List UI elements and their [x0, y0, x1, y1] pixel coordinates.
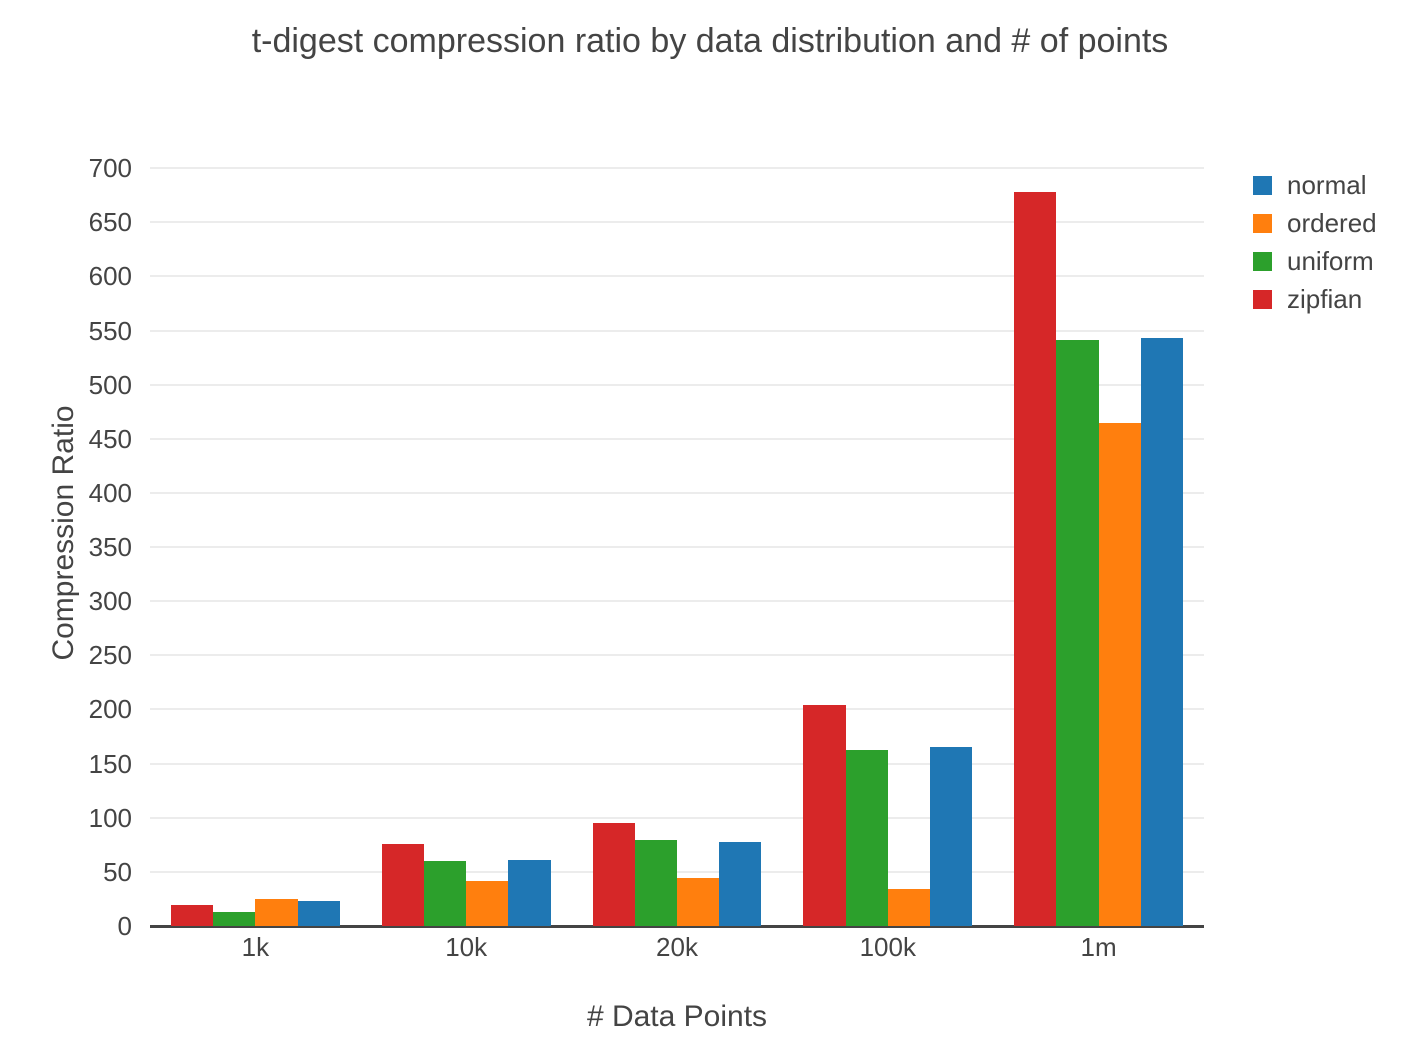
- bar-normal-1m[interactable]: [1140, 338, 1183, 926]
- x-tick-label: 1k: [241, 932, 270, 962]
- legend-swatch: [1253, 213, 1272, 233]
- legend-item-ordered[interactable]: ordered: [1253, 204, 1377, 242]
- legend-label: normal: [1287, 169, 1367, 200]
- gridline: [150, 546, 1204, 549]
- bar-zipfian-1m[interactable]: [1014, 191, 1057, 926]
- y-tick-label: 300: [88, 586, 132, 617]
- bar-zipfian-20k[interactable]: [592, 823, 635, 926]
- legend-item-zipfian[interactable]: zipfian: [1253, 280, 1377, 318]
- gridline: [150, 275, 1204, 278]
- bar-normal-100k[interactable]: [929, 747, 973, 926]
- bar-uniform-1m[interactable]: [1056, 340, 1099, 926]
- bar-zipfian-1k[interactable]: [171, 905, 214, 926]
- y-tick-label: 600: [88, 261, 132, 292]
- bar-uniform-10k[interactable]: [424, 861, 467, 926]
- bar-uniform-1k[interactable]: [213, 911, 256, 926]
- y-axis-tick-labels: 0 50 100 150 200 250 300 350 400 450 500 550 600 650 7…: [0, 140, 140, 941]
- chart-title: t-digest compression ratio by data distr…: [251, 22, 1169, 60]
- gridline: [150, 221, 1204, 224]
- x-tick-label: 10k: [445, 932, 488, 962]
- bar-normal-1k[interactable]: [297, 901, 340, 926]
- legend: normal ordered uniform zipfian: [1253, 166, 1377, 318]
- y-tick-label: 200: [88, 694, 132, 725]
- x-tick-label: 1m: [1080, 932, 1117, 962]
- x-axis-line: [150, 925, 1204, 928]
- gridline: [150, 437, 1204, 440]
- bar-ordered-20k[interactable]: [676, 878, 720, 926]
- x-tick-label: 20k: [656, 932, 698, 962]
- legend-swatch: [1253, 251, 1272, 271]
- y-tick-label: 500: [88, 369, 132, 400]
- gridline: [150, 329, 1204, 332]
- bar-group-1k: [150, 140, 361, 926]
- bar-cluster: [1014, 140, 1183, 926]
- bar-ordered-10k[interactable]: [466, 880, 509, 926]
- bar-normal-20k[interactable]: [719, 841, 762, 926]
- x-tick-label: 100k: [859, 932, 916, 962]
- bar-ordered-1k[interactable]: [255, 898, 298, 926]
- gridline: [150, 491, 1204, 494]
- y-tick-label: 450: [88, 423, 132, 454]
- bar-ordered-100k[interactable]: [887, 889, 930, 926]
- bar-uniform-20k[interactable]: [634, 840, 677, 926]
- y-tick-label: 650: [88, 207, 132, 238]
- y-tick-label: 0: [117, 911, 132, 941]
- bar-cluster: [592, 140, 762, 926]
- bar-cluster: [803, 140, 973, 926]
- y-tick-label: 150: [88, 748, 132, 779]
- gridline: [150, 383, 1204, 386]
- legend-swatch: [1253, 289, 1272, 309]
- bar-group-1m: [993, 140, 1204, 926]
- bar-normal-10k[interactable]: [508, 859, 551, 926]
- gridline: [150, 167, 1204, 170]
- x-axis-tick-labels: 1k 10k 20k 100k 1m: [150, 932, 1204, 964]
- bar-group-100k: [782, 140, 993, 926]
- y-tick-label: 250: [88, 640, 132, 671]
- legend-item-normal[interactable]: normal: [1253, 166, 1377, 204]
- gridline: [150, 708, 1204, 711]
- gridline: [150, 870, 1204, 873]
- x-axis-title: # Data Points: [586, 1000, 768, 1033]
- legend-item-uniform[interactable]: uniform: [1253, 242, 1377, 280]
- y-tick-label: 400: [88, 477, 132, 508]
- legend-swatch: [1253, 175, 1272, 195]
- legend-label: zipfian: [1287, 283, 1363, 314]
- gridline: [150, 654, 1204, 657]
- bar-zipfian-10k[interactable]: [381, 843, 425, 926]
- y-tick-label: 100: [88, 802, 132, 833]
- y-tick-label: 700: [88, 153, 132, 184]
- bar-ordered-1m[interactable]: [1098, 422, 1141, 926]
- gridline: [150, 600, 1204, 603]
- bar-zipfian-100k[interactable]: [803, 705, 846, 926]
- bar-uniform-100k[interactable]: [845, 749, 888, 926]
- bar-cluster: [381, 140, 551, 926]
- legend-label: ordered: [1287, 207, 1377, 238]
- bar-group-20k: [572, 140, 783, 926]
- y-tick-label: 550: [88, 315, 132, 346]
- gridline: [150, 816, 1204, 819]
- legend-label: uniform: [1287, 245, 1374, 276]
- y-tick-label: 50: [103, 856, 132, 887]
- gridline: [150, 762, 1204, 765]
- plot-area: [150, 140, 1204, 928]
- bar-group-10k: [361, 140, 572, 926]
- bar-cluster: [171, 140, 340, 926]
- y-tick-label: 350: [88, 532, 132, 563]
